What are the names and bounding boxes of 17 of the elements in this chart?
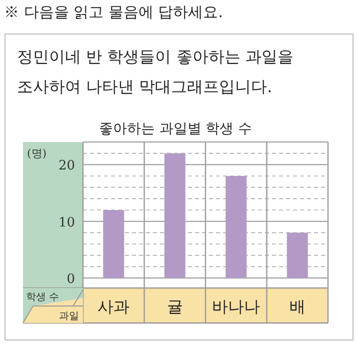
x-tick-label: 바나나 <box>212 297 260 316</box>
x-tick-label: 배 <box>289 297 306 316</box>
chart-title: 좋아하는 과일별 학생 수 <box>98 121 252 137</box>
bar <box>103 210 124 278</box>
x-axis-title: 과일 <box>59 311 79 322</box>
x-tick-label: 사과 <box>98 297 130 316</box>
y-axis-title: 학생 수 <box>26 292 60 303</box>
bar <box>164 153 186 278</box>
y-tick-label: 0 <box>66 272 75 287</box>
y-tick-label: 20 <box>58 158 75 174</box>
y-tick-label: 10 <box>58 215 75 230</box>
bar <box>226 176 247 278</box>
chart-subtitle: 정민이네 반 학생들이 좋아하는 과일을 조사하여 나타낸 막대그래프입니다. <box>17 47 294 96</box>
bar <box>286 232 308 278</box>
text: ※ 다음을 읽고 물음에 답하세요. <box>4 3 223 21</box>
x-tick-label: 귤 <box>166 297 183 316</box>
text: (명) <box>27 147 47 160</box>
